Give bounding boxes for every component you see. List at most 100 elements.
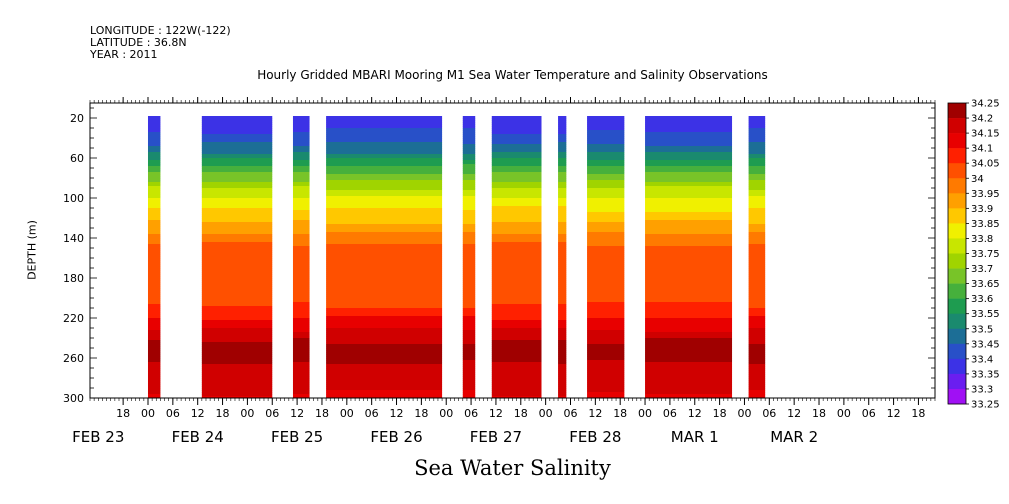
heatmap-cell <box>462 344 476 347</box>
heatmap-cell <box>645 338 733 341</box>
heatmap-cell <box>558 318 567 321</box>
colorbar-label: 33.4 <box>971 354 993 365</box>
heatmap-cell <box>201 316 273 319</box>
x-tick-label: 12 <box>688 407 702 420</box>
heatmap-cell <box>587 378 625 381</box>
heatmap-cell <box>292 364 310 367</box>
heatmap-cell <box>147 234 161 237</box>
heatmap-cell <box>645 284 733 287</box>
heatmap-cell <box>201 186 273 189</box>
heatmap-cell <box>462 348 476 351</box>
heatmap-cell <box>587 318 625 321</box>
heatmap-cell <box>201 118 273 121</box>
heatmap-cell <box>147 356 161 359</box>
x-date-label: FEB 24 <box>172 428 224 446</box>
heatmap-cell <box>587 396 625 399</box>
heatmap-cell <box>558 196 567 199</box>
heatmap-cell <box>462 310 476 313</box>
heatmap-cell <box>748 160 766 163</box>
heatmap-cell <box>201 220 273 223</box>
heatmap-cell <box>147 204 161 207</box>
heatmap-cell <box>587 330 625 333</box>
heatmap-cell <box>292 222 310 225</box>
heatmap-cell <box>201 310 273 313</box>
heatmap-cell <box>587 222 625 225</box>
heatmap-cell <box>201 278 273 281</box>
heatmap-cell <box>147 156 161 159</box>
heatmap-cell <box>645 186 733 189</box>
heatmap-cell <box>558 336 567 339</box>
heatmap-cell <box>645 258 733 261</box>
heatmap-cell <box>462 304 476 307</box>
heatmap-cell <box>558 168 567 171</box>
heatmap-cell <box>587 354 625 357</box>
heatmap-cell <box>645 294 733 297</box>
colorbar-label: 33.6 <box>971 294 993 305</box>
heatmap-cell <box>201 196 273 199</box>
heatmap-cell <box>201 270 273 273</box>
heatmap-cell <box>326 156 443 159</box>
heatmap-cell <box>558 198 567 201</box>
x-tick-label: 18 <box>911 407 925 420</box>
heatmap-cell <box>491 352 542 355</box>
heatmap-cell <box>587 282 625 285</box>
heatmap-cell <box>645 194 733 197</box>
heatmap-cell <box>491 116 542 119</box>
heatmap-cell <box>147 260 161 263</box>
heatmap-cell <box>326 320 443 323</box>
heatmap-cell <box>748 146 766 149</box>
heatmap-cell <box>462 138 476 141</box>
heatmap-cell <box>201 204 273 207</box>
heatmap-cell <box>292 386 310 389</box>
heatmap-cell <box>645 122 733 125</box>
heatmap-cell <box>292 196 310 199</box>
heatmap-cell <box>147 394 161 397</box>
heatmap-cell <box>147 238 161 241</box>
heatmap-cell <box>326 366 443 369</box>
heatmap-cell <box>645 238 733 241</box>
heatmap-cell <box>292 346 310 349</box>
heatmap-cell <box>491 390 542 393</box>
x-tick-label: 00 <box>539 407 553 420</box>
heatmap-cell <box>587 306 625 309</box>
x-tick-label: 00 <box>240 407 254 420</box>
heatmap-cell <box>462 206 476 209</box>
heatmap-cell <box>462 156 476 159</box>
heatmap-cell <box>201 308 273 311</box>
heatmap-cell <box>558 132 567 135</box>
heatmap-cell <box>587 176 625 179</box>
heatmap-cell <box>326 306 443 309</box>
heatmap-cell <box>147 396 161 399</box>
heatmap-cell <box>292 326 310 329</box>
heatmap-cell <box>491 186 542 189</box>
heatmap-cell <box>326 160 443 163</box>
heatmap-cell <box>491 246 542 249</box>
heatmap-cell <box>748 198 766 201</box>
heatmap-cell <box>645 178 733 181</box>
heatmap-cell <box>491 340 542 343</box>
chart-title: Hourly Gridded MBARI Mooring M1 Sea Wate… <box>257 68 768 82</box>
heatmap-cell <box>292 258 310 261</box>
heatmap-cell <box>491 292 542 295</box>
heatmap-cell <box>292 218 310 221</box>
colorbar-label: 34.2 <box>971 114 993 125</box>
heatmap-cell <box>201 352 273 355</box>
heatmap-cell <box>748 124 766 127</box>
heatmap-cell <box>645 370 733 373</box>
heatmap-cell <box>292 156 310 159</box>
heatmap-cell <box>587 206 625 209</box>
heatmap-cell <box>326 228 443 231</box>
heatmap-cell <box>491 318 542 321</box>
heatmap-cell <box>491 136 542 139</box>
heatmap-cell <box>201 356 273 359</box>
heatmap-cell <box>645 342 733 345</box>
heatmap-cell <box>147 212 161 215</box>
heatmap-cell <box>147 152 161 155</box>
heatmap-cell <box>558 330 567 333</box>
heatmap-cell <box>558 206 567 209</box>
heatmap-cell <box>645 226 733 229</box>
heatmap-cell <box>558 144 567 147</box>
heatmap-cell <box>491 170 542 173</box>
heatmap-cell <box>147 192 161 195</box>
heatmap-cell <box>491 182 542 185</box>
